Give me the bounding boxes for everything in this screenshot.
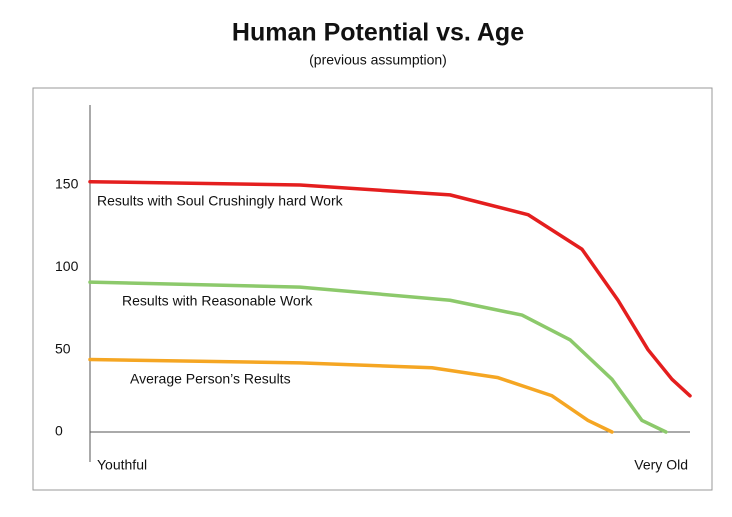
series-line [88, 280, 668, 434]
series-label: Results with Reasonable Work [122, 293, 313, 309]
series-label: Average Person’s Results [130, 371, 291, 387]
y-tick-label: 150 [55, 176, 79, 192]
plot-frame [32, 87, 713, 491]
y-tick-label: 0 [55, 423, 63, 439]
chart-subtitle: (previous assumption) [309, 52, 447, 68]
y-tick-label: 50 [55, 340, 71, 356]
x-tick-label: Youthful [97, 457, 147, 473]
series-line [88, 357, 614, 434]
x-tick-label: Very Old [634, 457, 688, 473]
y-tick-label: 100 [55, 258, 79, 274]
chart-title: Human Potential vs. Age [232, 19, 524, 47]
series-label: Results with Soul Crushingly hard Work [97, 193, 344, 209]
series-line [88, 179, 692, 398]
